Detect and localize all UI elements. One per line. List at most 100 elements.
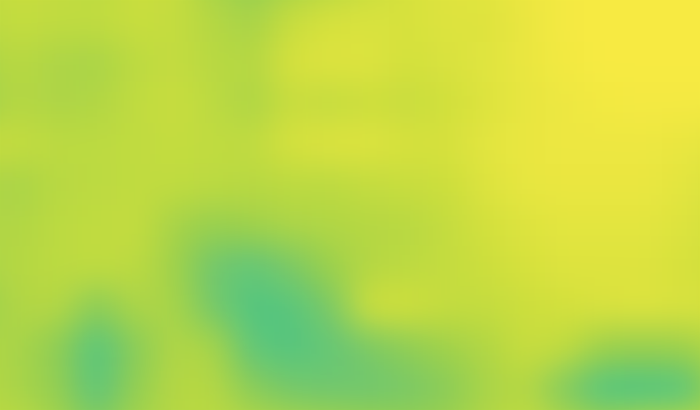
- heatmap-cell: [272, 204, 311, 246]
- heatmap-cell: [233, 204, 272, 246]
- heatmap-cell: [38, 0, 77, 42]
- heatmap-cell: [506, 41, 545, 83]
- heatmap-cell: [623, 245, 662, 287]
- heatmap-cell: [272, 286, 311, 328]
- heatmap-cell: [662, 164, 700, 205]
- heatmap-cell: [311, 0, 350, 1]
- heatmap-cell: [194, 245, 233, 287]
- heatmap-cell: [272, 41, 311, 83]
- heatmap-cell: [38, 0, 77, 1]
- heatmap-cell: [467, 0, 506, 1]
- heatmap-cell: [155, 82, 194, 124]
- heatmap-cell: [584, 0, 623, 1]
- heatmap-cell: [194, 368, 233, 410]
- heatmap-cell: [428, 327, 467, 369]
- heatmap-cell: [662, 0, 700, 1]
- heatmap-cell: [350, 368, 389, 410]
- heatmap-cell: [545, 82, 584, 124]
- heatmap-cell: [506, 245, 545, 287]
- heatmap-cell: [467, 82, 506, 124]
- heatmap-cell: [506, 327, 545, 369]
- heatmap-cell: [428, 123, 467, 165]
- heatmap-cell: [155, 41, 194, 83]
- heatmap-cell: [194, 164, 233, 205]
- heatmap-cell: [0, 327, 38, 369]
- heatmap-cell: [428, 204, 467, 246]
- heatmap-cell: [38, 164, 77, 205]
- heatmap-cell: [155, 204, 194, 246]
- heatmap-cell: [233, 0, 272, 1]
- heatmap-cell: [233, 164, 272, 205]
- heatmap-cell: [623, 0, 662, 42]
- heatmap-cell: [0, 41, 38, 83]
- heatmap-cell: [233, 0, 272, 42]
- heatmap-cell: [233, 327, 272, 369]
- heatmap-cell: [116, 0, 155, 42]
- heatmap-cell: [77, 41, 116, 83]
- heatmap-cell: [623, 41, 662, 83]
- heatmap-cell: [467, 0, 506, 42]
- heatmap-cell: [389, 41, 428, 83]
- heatmap-cell: [233, 123, 272, 165]
- heatmap-cell: [0, 286, 38, 328]
- heatmap-cell: [584, 41, 623, 83]
- heatmap-cell: [662, 204, 700, 246]
- heatmap-cell: [545, 204, 584, 246]
- heatmap-cell: [194, 123, 233, 165]
- heatmap-cell: [272, 245, 311, 287]
- heatmap-cell: [389, 123, 428, 165]
- heatmap-cell: [77, 327, 116, 369]
- heatmap-cell: [77, 204, 116, 246]
- heatmap-cell: [623, 204, 662, 246]
- heatmap-cell: [116, 286, 155, 328]
- heatmap-cell: [155, 327, 194, 369]
- heatmap-cell: [623, 123, 662, 165]
- heatmap-cell: [350, 245, 389, 287]
- heatmap-cell: [38, 245, 77, 287]
- heatmap-cell: [584, 327, 623, 369]
- heatmap-cell: [545, 41, 584, 83]
- heatmap-cell: [194, 41, 233, 83]
- heatmap-cell: [155, 368, 194, 410]
- heatmap-cell: [506, 368, 545, 410]
- heatmap-cell: [389, 0, 428, 42]
- heatmap-cell: [623, 82, 662, 124]
- heatmap-cell: [662, 245, 700, 287]
- heatmap-cell: [272, 123, 311, 165]
- heatmap-cell: [194, 0, 233, 1]
- heatmap-cell: [194, 82, 233, 124]
- heatmap-cell: [545, 123, 584, 165]
- heatmap-cell: [662, 82, 700, 124]
- heatmap-cell: [77, 123, 116, 165]
- heatmap-cell: [116, 327, 155, 369]
- heatmap-cell: [662, 368, 700, 410]
- heatmap-cell: [350, 41, 389, 83]
- heatmap-cell: [311, 368, 350, 410]
- heatmap-cell: [584, 368, 623, 410]
- heatmap-cell: [233, 82, 272, 124]
- heatmap-cell: [155, 123, 194, 165]
- heatmap-cell: [506, 123, 545, 165]
- heatmap-cell: [194, 286, 233, 328]
- heatmap-cell: [155, 245, 194, 287]
- heatmap-cell: [506, 0, 545, 1]
- heatmap-cell: [350, 286, 389, 328]
- heatmap-cell: [311, 164, 350, 205]
- heatmap-cell: [311, 286, 350, 328]
- heatmap-cell: [428, 41, 467, 83]
- heatmap-cell: [77, 368, 116, 410]
- heatmap-cell: [428, 0, 467, 1]
- heatmap-cell: [194, 327, 233, 369]
- heatmap-cell: [272, 82, 311, 124]
- heatmap-cell: [116, 82, 155, 124]
- heatmap-cell: [116, 368, 155, 410]
- heatmap-cell: [545, 368, 584, 410]
- heatmap-cell: [77, 245, 116, 287]
- heatmap-cell: [38, 204, 77, 246]
- heatmap-cell: [194, 204, 233, 246]
- heatmap-cell: [38, 123, 77, 165]
- heatmap-cell: [77, 286, 116, 328]
- heatmap-cell: [467, 164, 506, 205]
- heatmap-cell: [311, 245, 350, 287]
